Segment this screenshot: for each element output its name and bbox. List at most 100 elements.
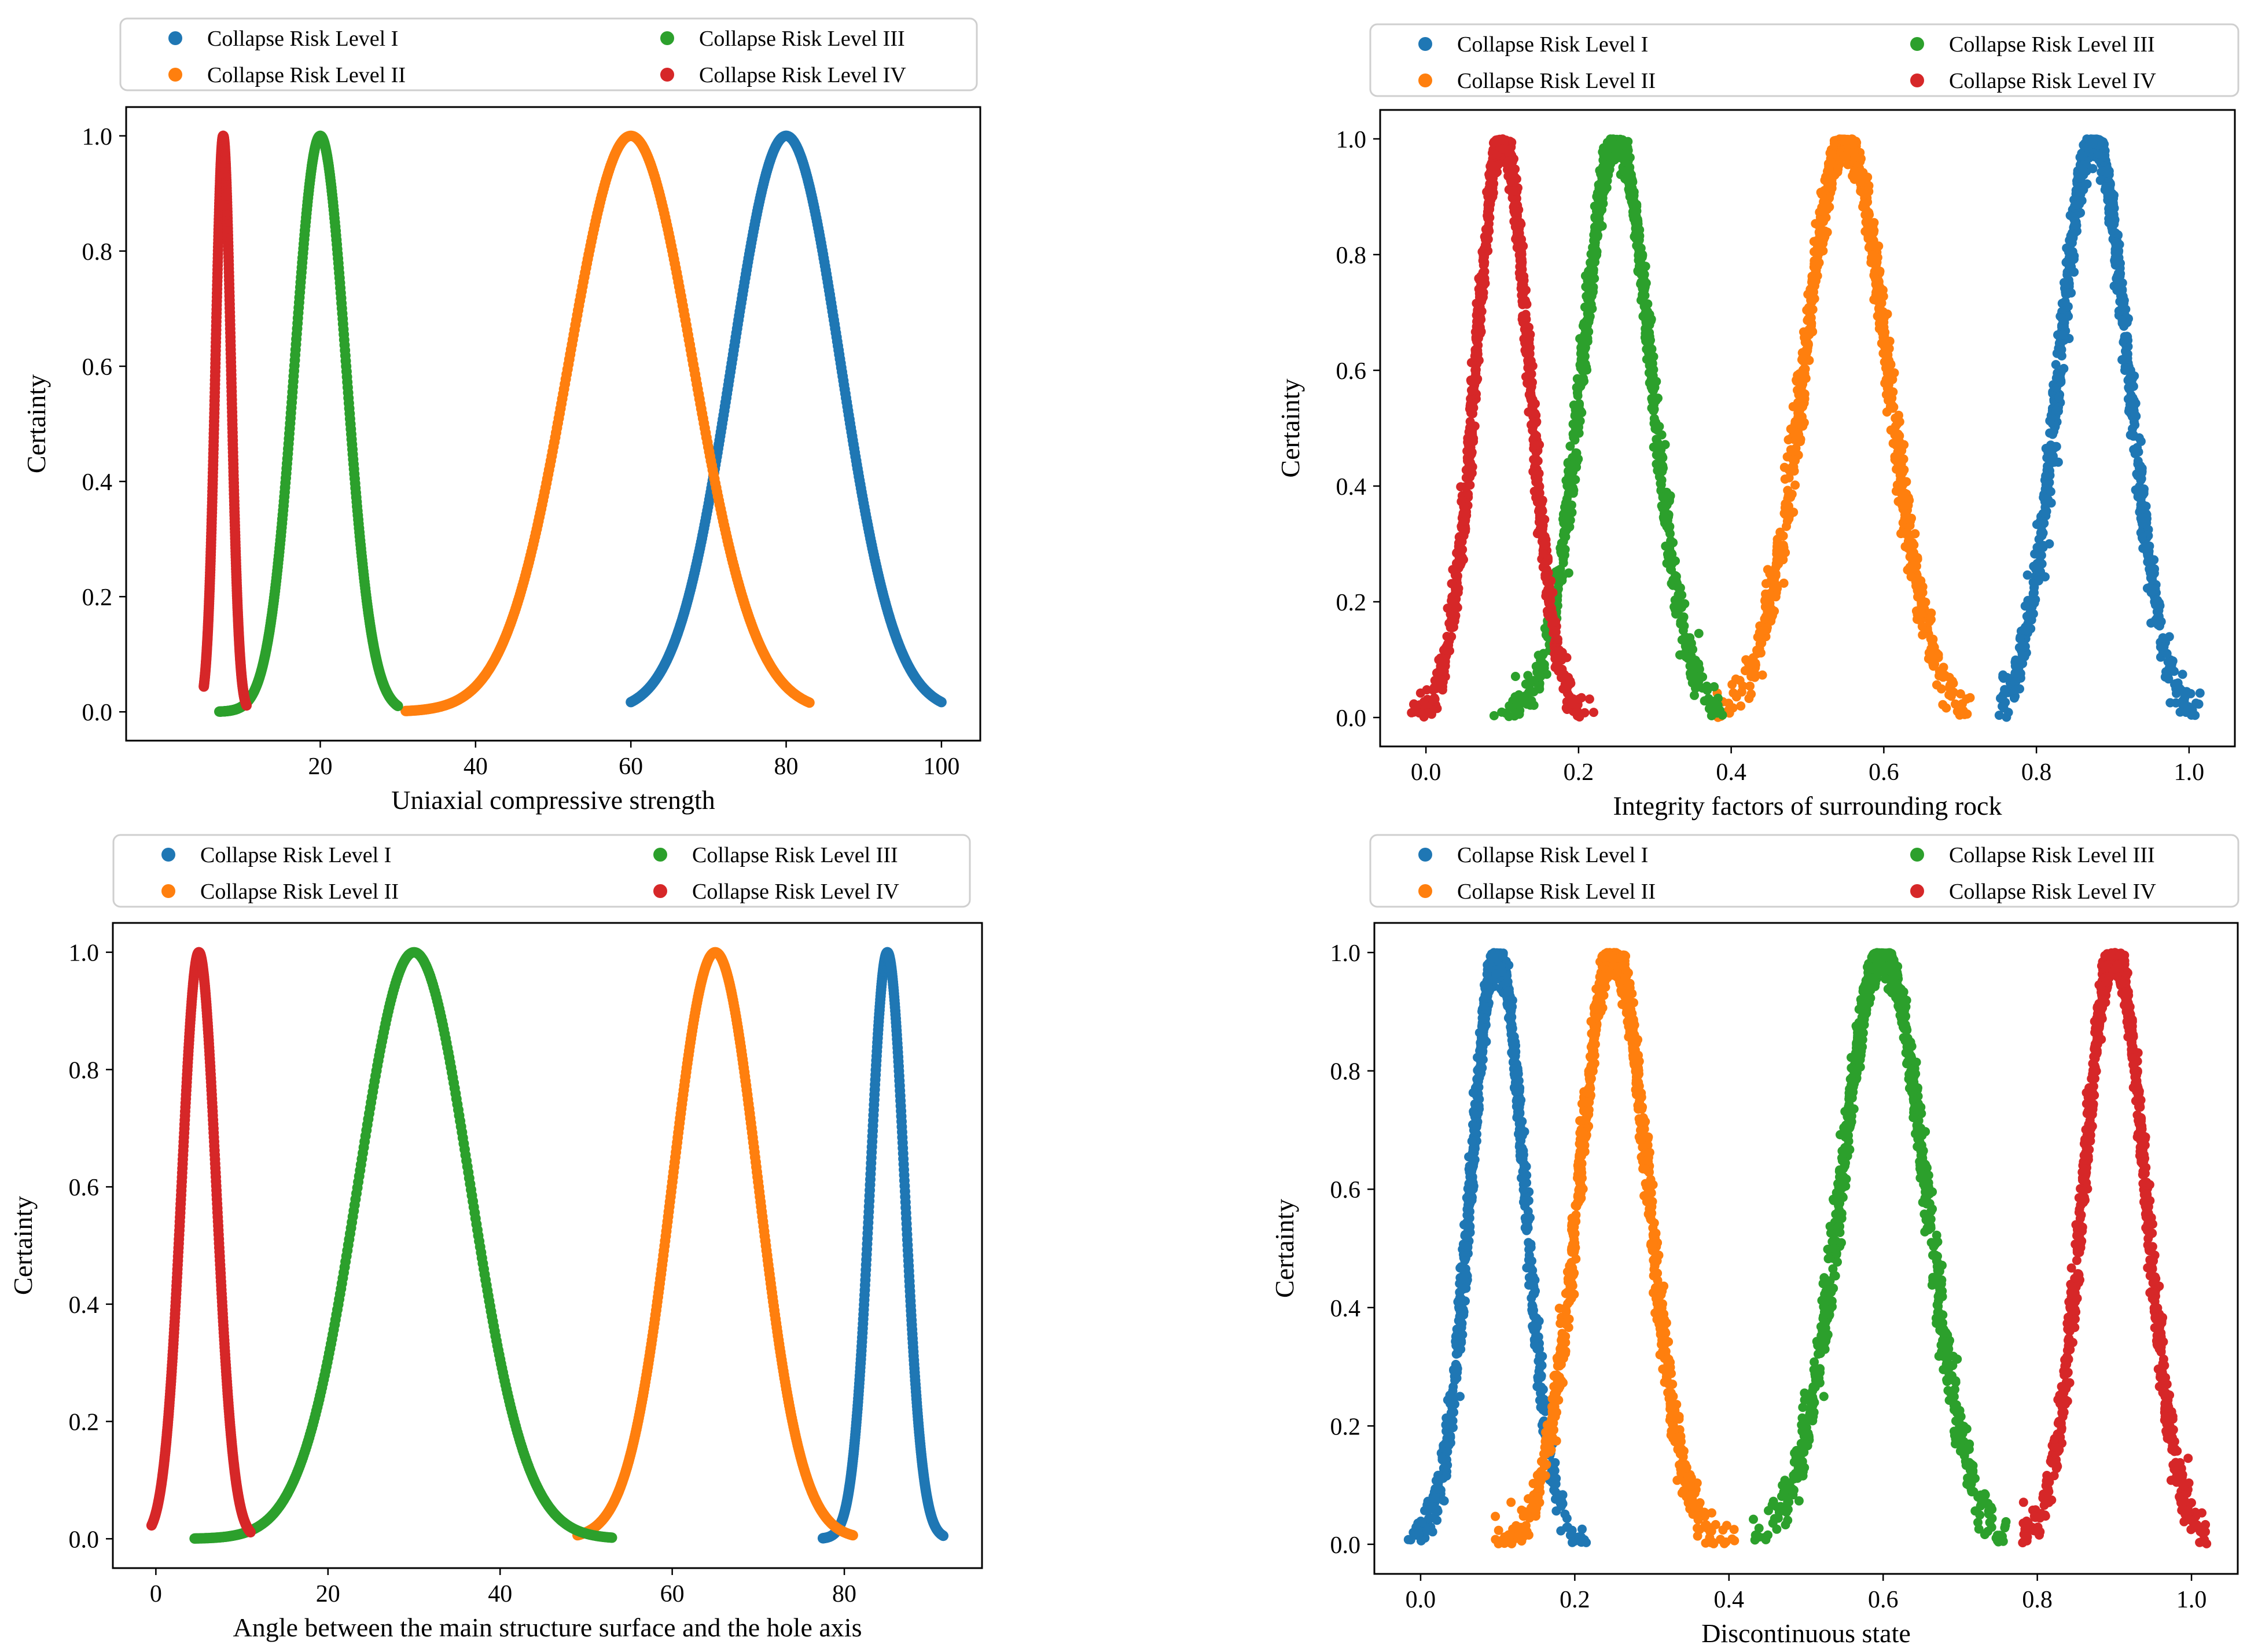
data-point [2055, 373, 2065, 382]
y-tick-label: 1.0 [82, 124, 113, 150]
data-point [1804, 330, 1814, 340]
x-tick-label: 40 [464, 753, 488, 780]
data-point [1882, 368, 1892, 378]
data-point [1775, 527, 1785, 537]
data-point [1960, 709, 1969, 719]
data-point [1859, 198, 1869, 208]
data-point [1535, 672, 1545, 682]
data-point [2130, 410, 2140, 420]
data-point [1843, 160, 1853, 170]
data-point [1917, 605, 1926, 615]
data-point [2076, 186, 2085, 196]
data-point [2109, 200, 2119, 209]
data-point [1760, 614, 1770, 624]
data-point [1679, 612, 1689, 622]
series-level-3 [1489, 134, 1727, 722]
data-point [2108, 226, 2117, 236]
data-point [2135, 506, 2145, 516]
data-point [1671, 609, 1680, 619]
data-point [2068, 246, 2077, 256]
data-point [1833, 164, 1843, 174]
data-point [1666, 564, 1675, 574]
data-point [1780, 474, 1790, 484]
data-point [2158, 633, 2168, 643]
data-point [2139, 513, 2149, 523]
data-point [2079, 165, 2088, 175]
data-point [2093, 149, 2103, 159]
data-point [1911, 581, 1921, 591]
data-point [1772, 535, 1782, 544]
data-point [1803, 340, 1813, 349]
data-point [1998, 701, 2007, 711]
data-point [2178, 669, 2187, 679]
data-point [2163, 657, 2173, 667]
data-point [1906, 516, 1915, 526]
legend-label-level-3: Collapse Risk Level III [699, 27, 905, 51]
data-point [1874, 294, 1884, 303]
data-point [2016, 655, 2025, 665]
data-point [1784, 514, 1794, 524]
data-point [1570, 435, 1580, 445]
data-point [1889, 368, 1899, 378]
data-point [2015, 634, 2025, 643]
data-point [1896, 468, 1906, 478]
data-point [1799, 418, 1809, 428]
legend-label-level-2: Collapse Risk Level II [207, 63, 406, 87]
data-point [1965, 693, 1975, 702]
data-point [1692, 673, 1702, 683]
data-point [1819, 217, 1828, 227]
data-point [1761, 579, 1771, 588]
legend-label-level-1: Collapse Risk Level I [1457, 32, 1648, 57]
data-point [1896, 485, 1906, 495]
data-point [2112, 255, 2121, 265]
data-point [1676, 619, 1686, 629]
data-point [1748, 653, 1758, 663]
data-point [1886, 359, 1896, 369]
data-point [2133, 456, 2143, 466]
data-point [1896, 474, 1906, 484]
data-point [2095, 137, 2105, 146]
data-point [1553, 566, 1563, 575]
data-point [1928, 638, 1937, 648]
data-point [1779, 578, 1789, 588]
data-point [2117, 355, 2127, 365]
data-point [1895, 441, 1904, 451]
data-point [1792, 418, 1802, 428]
data-point [2037, 526, 2047, 535]
data-point [1554, 578, 1564, 588]
data-point [1937, 664, 1947, 674]
data-point [2105, 209, 2115, 219]
data-point [2060, 278, 2069, 288]
data-point [2014, 663, 2024, 672]
data-point [1810, 276, 1820, 286]
data-point [1731, 692, 1741, 702]
data-point [2178, 700, 2188, 710]
x-tick-label: 80 [774, 753, 799, 780]
legend-marker-level-1 [168, 31, 182, 45]
data-point [1771, 562, 1781, 572]
data-point [1790, 480, 1800, 490]
data-point [1917, 597, 1926, 607]
data-point [392, 701, 403, 712]
data-point [2066, 288, 2076, 298]
data-point [1637, 293, 1647, 303]
legend-box [1369, 23, 2239, 97]
data-point [1771, 592, 1781, 602]
data-point [2171, 698, 2181, 708]
legend-box [119, 17, 978, 91]
data-point [1941, 703, 1951, 713]
data-point [1653, 393, 1663, 403]
data-point [1800, 373, 1810, 382]
data-point [2071, 200, 2080, 210]
data-point [1906, 548, 1916, 558]
data-point [1538, 650, 1547, 660]
data-point [1864, 208, 1874, 218]
data-point [2051, 360, 2061, 370]
data-point [1886, 402, 1896, 411]
data-point [1657, 430, 1667, 440]
data-point [1839, 151, 1848, 161]
data-point [1756, 648, 1766, 658]
data-point [1772, 584, 1782, 593]
data-point [1893, 496, 1903, 506]
